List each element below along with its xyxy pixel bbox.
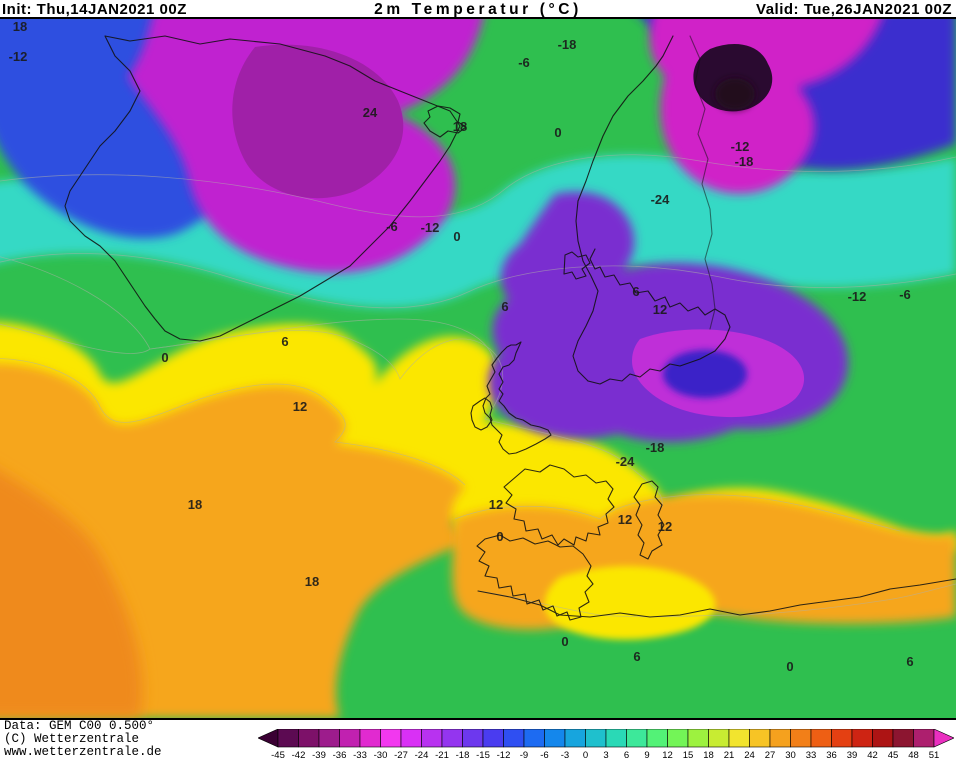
svg-text:24: 24 <box>363 105 378 120</box>
svg-text:-39: -39 <box>312 750 326 759</box>
svg-text:-12: -12 <box>421 220 440 235</box>
svg-text:-6: -6 <box>540 750 548 759</box>
svg-text:-18: -18 <box>558 37 577 52</box>
svg-text:-33: -33 <box>353 750 367 759</box>
svg-text:39: 39 <box>847 750 858 759</box>
svg-text:12: 12 <box>618 512 632 527</box>
svg-text:-45: -45 <box>271 750 285 759</box>
svg-text:9: 9 <box>644 750 649 759</box>
svg-text:18: 18 <box>305 574 319 589</box>
svg-text:12: 12 <box>662 750 673 759</box>
svg-text:-24: -24 <box>616 454 636 469</box>
svg-text:0: 0 <box>583 750 588 759</box>
svg-text:6: 6 <box>633 649 640 664</box>
svg-text:15: 15 <box>683 750 694 759</box>
svg-text:12: 12 <box>653 302 667 317</box>
svg-text:-18: -18 <box>646 440 665 455</box>
svg-text:45: 45 <box>888 750 899 759</box>
svg-text:30: 30 <box>785 750 796 759</box>
svg-text:21: 21 <box>724 750 735 759</box>
svg-text:18: 18 <box>13 19 27 34</box>
svg-text:6: 6 <box>501 299 508 314</box>
svg-text:-6: -6 <box>386 219 398 234</box>
svg-text:0: 0 <box>786 659 793 674</box>
svg-text:-12: -12 <box>731 139 750 154</box>
svg-text:-12: -12 <box>497 750 511 759</box>
svg-text:-12: -12 <box>9 49 28 64</box>
svg-text:-42: -42 <box>292 750 306 759</box>
svg-text:-27: -27 <box>394 750 408 759</box>
svg-text:6: 6 <box>906 654 913 669</box>
svg-text:-12: -12 <box>848 289 867 304</box>
svg-text:6: 6 <box>624 750 629 759</box>
svg-text:12: 12 <box>658 519 672 534</box>
svg-text:12: 12 <box>489 497 503 512</box>
svg-text:-24: -24 <box>415 750 429 759</box>
svg-text:48: 48 <box>908 750 919 759</box>
svg-text:33: 33 <box>806 750 817 759</box>
svg-text:18: 18 <box>188 497 202 512</box>
svg-text:-18: -18 <box>456 750 470 759</box>
svg-text:42: 42 <box>867 750 878 759</box>
svg-text:-18: -18 <box>735 154 754 169</box>
svg-text:51: 51 <box>929 750 940 759</box>
svg-text:36: 36 <box>826 750 837 759</box>
svg-text:-15: -15 <box>476 750 490 759</box>
svg-text:-21: -21 <box>435 750 449 759</box>
svg-text:0: 0 <box>496 529 503 544</box>
svg-text:6: 6 <box>281 334 288 349</box>
svg-text:0: 0 <box>453 229 460 244</box>
svg-text:27: 27 <box>765 750 776 759</box>
svg-text:12: 12 <box>293 399 307 414</box>
svg-text:-36: -36 <box>333 750 347 759</box>
svg-text:-6: -6 <box>899 287 911 302</box>
svg-text:0: 0 <box>561 634 568 649</box>
svg-text:3: 3 <box>603 750 608 759</box>
svg-text:6: 6 <box>632 284 639 299</box>
svg-text:0: 0 <box>554 125 561 140</box>
svg-text:18: 18 <box>453 119 467 134</box>
svg-text:-24: -24 <box>651 192 671 207</box>
svg-text:-6: -6 <box>518 55 530 70</box>
svg-text:18: 18 <box>703 750 714 759</box>
svg-text:-9: -9 <box>520 750 528 759</box>
svg-text:-30: -30 <box>374 750 388 759</box>
svg-text:24: 24 <box>744 750 755 759</box>
svg-text:-3: -3 <box>561 750 569 759</box>
svg-text:0: 0 <box>161 350 168 365</box>
